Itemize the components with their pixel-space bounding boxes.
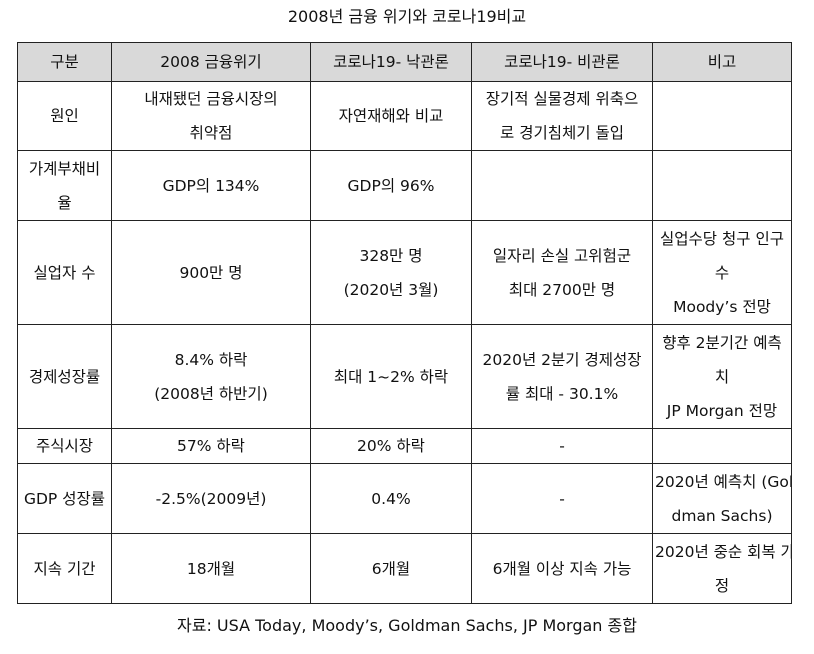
cell-text-line: 가계부채비 bbox=[28, 159, 101, 178]
cell-2008-crisis: 18개월 bbox=[111, 533, 311, 604]
cell-text-line: 2020년 예측치 (Gol bbox=[655, 472, 792, 491]
cell-covid-optimistic: 최대 1~2% 하락 bbox=[310, 324, 472, 429]
cell-text-line: 향후 2분기간 예측 bbox=[662, 333, 782, 352]
cell-text-line: - bbox=[559, 489, 565, 508]
cell-text-line: 최대 1~2% 하락 bbox=[333, 367, 449, 386]
cell-notes bbox=[652, 81, 792, 151]
cell-text-line: GDP의 96% bbox=[347, 176, 435, 195]
cell-text-line: 실업자 수 bbox=[33, 263, 96, 282]
source-note: 자료: USA Today, Moody’s, Goldman Sachs, J… bbox=[177, 616, 637, 635]
cell-notes bbox=[652, 150, 792, 221]
cell-text-line: dman Sachs) bbox=[671, 506, 773, 525]
cell-covid-pessimistic bbox=[471, 150, 653, 221]
cell-text-line: 900만 명 bbox=[179, 263, 243, 282]
table-title: 2008년 금융 위기와 코로나19비교 bbox=[287, 7, 527, 26]
cell-text-line: 주식시장 bbox=[35, 437, 94, 455]
cell-text-line: (2020년 3월) bbox=[343, 280, 439, 299]
header-category: 구분 bbox=[17, 42, 112, 82]
row-label: GDP 성장률 bbox=[17, 463, 112, 534]
cell-text-line: 율 bbox=[57, 193, 72, 212]
cell-text-line: 최대 2700만 명 bbox=[508, 280, 616, 299]
cell-text-line: 취약점 bbox=[189, 124, 233, 142]
row-label: 지속 기간 bbox=[17, 533, 112, 604]
cell-2008-crisis: 57% 하락 bbox=[111, 428, 311, 464]
header-row: 구분 2008 금융위기 코로나19- 낙관론 코로나19- 비관론 비고 bbox=[17, 42, 792, 82]
cell-text-line: 6개월 이상 지속 가능 bbox=[492, 559, 632, 578]
cell-text-line: 2020년 중순 회복 가 bbox=[655, 542, 792, 561]
cell-covid-optimistic: GDP의 96% bbox=[310, 150, 472, 221]
cell-text-line: 18개월 bbox=[186, 559, 236, 578]
header-covid-pessimistic: 코로나19- 비관론 bbox=[471, 42, 653, 82]
cell-text-line: - bbox=[559, 437, 565, 455]
cell-covid-optimistic: 자연재해와 비교 bbox=[310, 81, 472, 151]
cell-text-line: 57% 하락 bbox=[177, 437, 245, 455]
cell-text-line: 경제성장률 bbox=[28, 367, 101, 386]
cell-text-line: GDP 성장률 bbox=[23, 489, 105, 508]
cell-text-line: 정 bbox=[714, 576, 730, 595]
cell-text-line: 수 bbox=[714, 263, 730, 282]
cell-text-line: 실업수당 청구 인구 bbox=[660, 229, 784, 248]
cell-text-line: GDP의 134% bbox=[162, 176, 260, 195]
cell-text-line: 치 bbox=[714, 367, 730, 386]
cell-text-line: 원인 bbox=[50, 107, 79, 125]
cell-covid-optimistic: 0.4% bbox=[310, 463, 472, 534]
cell-text-line: 20% 하락 bbox=[357, 437, 425, 455]
header-notes: 비고 bbox=[652, 42, 792, 82]
cell-text-line: (2008년 하반기) bbox=[154, 384, 268, 403]
table-row: GDP 성장률 -2.5%(2009년) 0.4% - 2020년 예측치 (Gol dm… bbox=[17, 463, 792, 534]
cell-covid-optimistic: 328만 명 (2020년 3월) bbox=[310, 220, 472, 325]
cell-text-line: 로 경기침체기 돌입 bbox=[500, 124, 624, 142]
cell-text-line: 자연재해와 비교 bbox=[338, 107, 444, 125]
cell-text-line: 내재됐던 금융시장의 bbox=[144, 90, 278, 108]
cell-text-line: 8.4% 하락 bbox=[174, 350, 248, 369]
cell-text-line: 2020년 2분기 경제성장 bbox=[482, 350, 642, 369]
cell-text-line: 6개월 bbox=[371, 559, 411, 578]
cell-2008-crisis: 8.4% 하락 (2008년 하반기) bbox=[111, 324, 311, 429]
row-label: 주식시장 bbox=[17, 428, 112, 464]
cell-covid-pessimistic: - bbox=[471, 428, 653, 464]
header-covid-optimistic: 코로나19- 낙관론 bbox=[310, 42, 472, 82]
header-2008-crisis: 2008 금융위기 bbox=[111, 42, 311, 82]
cell-covid-pessimistic: 6개월 이상 지속 가능 bbox=[471, 533, 653, 604]
row-label: 원인 bbox=[17, 81, 112, 151]
cell-notes bbox=[652, 428, 792, 464]
cell-2008-crisis: GDP의 134% bbox=[111, 150, 311, 221]
cell-text-line: JP Morgan 전망 bbox=[666, 401, 778, 420]
row-label: 경제성장률 bbox=[17, 324, 112, 429]
cell-text-line: 0.4% bbox=[371, 489, 411, 508]
cell-covid-optimistic: 20% 하락 bbox=[310, 428, 472, 464]
cell-text-line: Moody’s 전망 bbox=[673, 297, 771, 316]
cell-2008-crisis: -2.5%(2009년) bbox=[111, 463, 311, 534]
comparison-table: 구분 2008 금융위기 코로나19- 낙관론 코로나19- 비관론 비고 원인… bbox=[17, 42, 792, 604]
cell-covid-pessimistic: - bbox=[471, 463, 653, 534]
cell-text-line: 률 최대 - 30.1% bbox=[505, 384, 619, 403]
row-label: 실업자 수 bbox=[17, 220, 112, 325]
cell-text-line: 장기적 실물경제 위축으 bbox=[485, 90, 639, 108]
cell-text-line: -2.5%(2009년) bbox=[155, 489, 267, 508]
cell-text-line: 328만 명 bbox=[359, 246, 423, 265]
cell-notes: 2020년 예측치 (Gol dman Sachs) bbox=[652, 463, 792, 534]
table-row: 경제성장률 8.4% 하락 (2008년 하반기) 최대 1~2% 하락 2020년 2… bbox=[17, 324, 792, 429]
cell-2008-crisis: 900만 명 bbox=[111, 220, 311, 325]
cell-text-line: 일자리 손실 고위험군 bbox=[492, 246, 632, 265]
table-row: 주식시장 57% 하락 20% 하락 - bbox=[17, 428, 792, 464]
cell-covid-optimistic: 6개월 bbox=[310, 533, 472, 604]
cell-text-line: 지속 기간 bbox=[33, 559, 96, 578]
